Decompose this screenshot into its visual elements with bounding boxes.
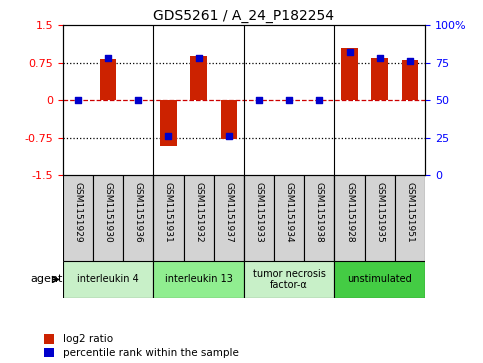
Bar <box>93 175 123 261</box>
Text: GSM1151936: GSM1151936 <box>134 182 143 243</box>
Text: unstimulated: unstimulated <box>347 274 412 285</box>
Point <box>285 98 293 103</box>
Bar <box>334 261 425 298</box>
Bar <box>154 175 184 261</box>
Point <box>165 134 172 139</box>
Text: agent: agent <box>30 274 63 285</box>
Bar <box>154 261 244 298</box>
Point <box>104 56 112 61</box>
Text: GSM1151928: GSM1151928 <box>345 182 354 243</box>
Bar <box>244 175 274 261</box>
Point <box>195 56 202 61</box>
Bar <box>213 175 244 261</box>
Bar <box>123 175 154 261</box>
Bar <box>63 175 93 261</box>
Text: GSM1151937: GSM1151937 <box>224 182 233 243</box>
Title: GDS5261 / A_24_P182254: GDS5261 / A_24_P182254 <box>154 9 334 23</box>
Text: GSM1151951: GSM1151951 <box>405 182 414 243</box>
Point <box>134 98 142 103</box>
Text: GSM1151933: GSM1151933 <box>255 182 264 243</box>
Bar <box>402 60 418 101</box>
Text: tumor necrosis
factor-α: tumor necrosis factor-α <box>253 269 326 290</box>
Bar <box>160 101 177 146</box>
Bar <box>190 56 207 101</box>
Point <box>74 98 82 103</box>
Text: GSM1151932: GSM1151932 <box>194 182 203 243</box>
Text: GSM1151938: GSM1151938 <box>315 182 324 243</box>
Bar <box>365 175 395 261</box>
Bar <box>100 60 116 101</box>
Bar <box>244 261 334 298</box>
Text: GSM1151929: GSM1151929 <box>73 182 83 243</box>
Text: GSM1151931: GSM1151931 <box>164 182 173 243</box>
Bar <box>371 58 388 101</box>
Bar <box>341 48 358 101</box>
Point <box>225 134 233 139</box>
Point <box>406 58 414 64</box>
Bar <box>334 175 365 261</box>
Point <box>376 56 384 61</box>
Point <box>255 98 263 103</box>
Point <box>315 98 323 103</box>
Text: interleukin 13: interleukin 13 <box>165 274 233 285</box>
Bar <box>221 101 237 139</box>
Bar <box>184 175 213 261</box>
Legend: log2 ratio, percentile rank within the sample: log2 ratio, percentile rank within the s… <box>44 334 239 358</box>
Bar <box>63 261 154 298</box>
Bar <box>304 175 334 261</box>
Text: GSM1151935: GSM1151935 <box>375 182 384 243</box>
Text: GSM1151934: GSM1151934 <box>284 182 294 243</box>
Bar <box>395 175 425 261</box>
Text: GSM1151930: GSM1151930 <box>103 182 113 243</box>
Point <box>346 49 354 55</box>
Text: interleukin 4: interleukin 4 <box>77 274 139 285</box>
Bar <box>274 175 304 261</box>
